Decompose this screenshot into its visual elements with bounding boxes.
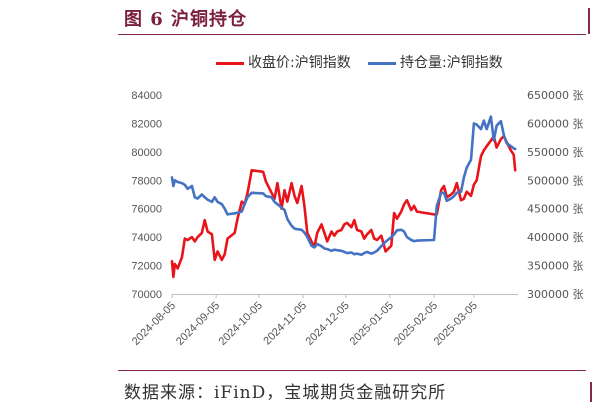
title-rule <box>118 34 586 35</box>
y-left-tick-label: 78000 <box>131 175 162 187</box>
source-note: 数据来源：iFinD，宝城期货金融研究所 <box>124 383 447 403</box>
y-right-tick-label: 600000 张 <box>527 117 584 130</box>
page-edge-mark <box>588 8 596 34</box>
y-left-tick-label: 76000 <box>131 204 162 216</box>
series-line-close-price <box>170 134 517 279</box>
y-right-tick-label: 650000 张 <box>527 89 584 102</box>
legend-label-oi: 持仓量:沪铜指数 <box>400 55 503 71</box>
page-edge-mark-bottom <box>590 382 596 402</box>
legend-swatch-close <box>216 61 244 65</box>
series-line-open-interest <box>170 115 517 257</box>
y-left-tick-label: 82000 <box>131 118 162 130</box>
x-tick-label: 2024-10-05 <box>217 300 265 348</box>
legend-item-oi: 持仓量:沪铜指数 <box>368 52 503 72</box>
y-right-tick-label: 300000 张 <box>527 288 584 301</box>
x-tick-label: 2024-08-05 <box>130 300 178 348</box>
x-tick-label: 2025-03-05 <box>432 300 480 348</box>
y-left-tick-label: 74000 <box>131 232 162 244</box>
legend-item-close: 收盘价:沪铜指数 <box>216 52 351 72</box>
x-tick-label: 2024-12-05 <box>304 300 352 348</box>
y-right-tick-label: 450000 张 <box>527 203 584 216</box>
y-left-tick-label: 80000 <box>131 147 162 159</box>
y-left-tick-label: 70000 <box>131 289 162 301</box>
figure-title: 图 6 沪铜持仓 <box>124 9 248 30</box>
legend-swatch-oi <box>368 61 396 65</box>
y-right-tick-label: 500000 张 <box>527 174 584 187</box>
source-rule <box>118 370 586 371</box>
legend-label-close: 收盘价:沪铜指数 <box>248 55 351 71</box>
x-tick-label: 2024-09-05 <box>174 300 222 348</box>
y-left-tick-label: 72000 <box>131 261 162 273</box>
x-tick-label: 2024-11-05 <box>261 300 309 348</box>
y-left-tick-label: 84000 <box>131 90 162 102</box>
x-tick-label: 2025-01-05 <box>348 300 396 348</box>
y-right-tick-label: 400000 张 <box>527 231 584 244</box>
y-right-tick-label: 550000 张 <box>527 146 584 159</box>
legend: 收盘价:沪铜指数 持仓量:沪铜指数 <box>0 52 596 72</box>
y-right-tick-label: 350000 张 <box>527 260 584 273</box>
